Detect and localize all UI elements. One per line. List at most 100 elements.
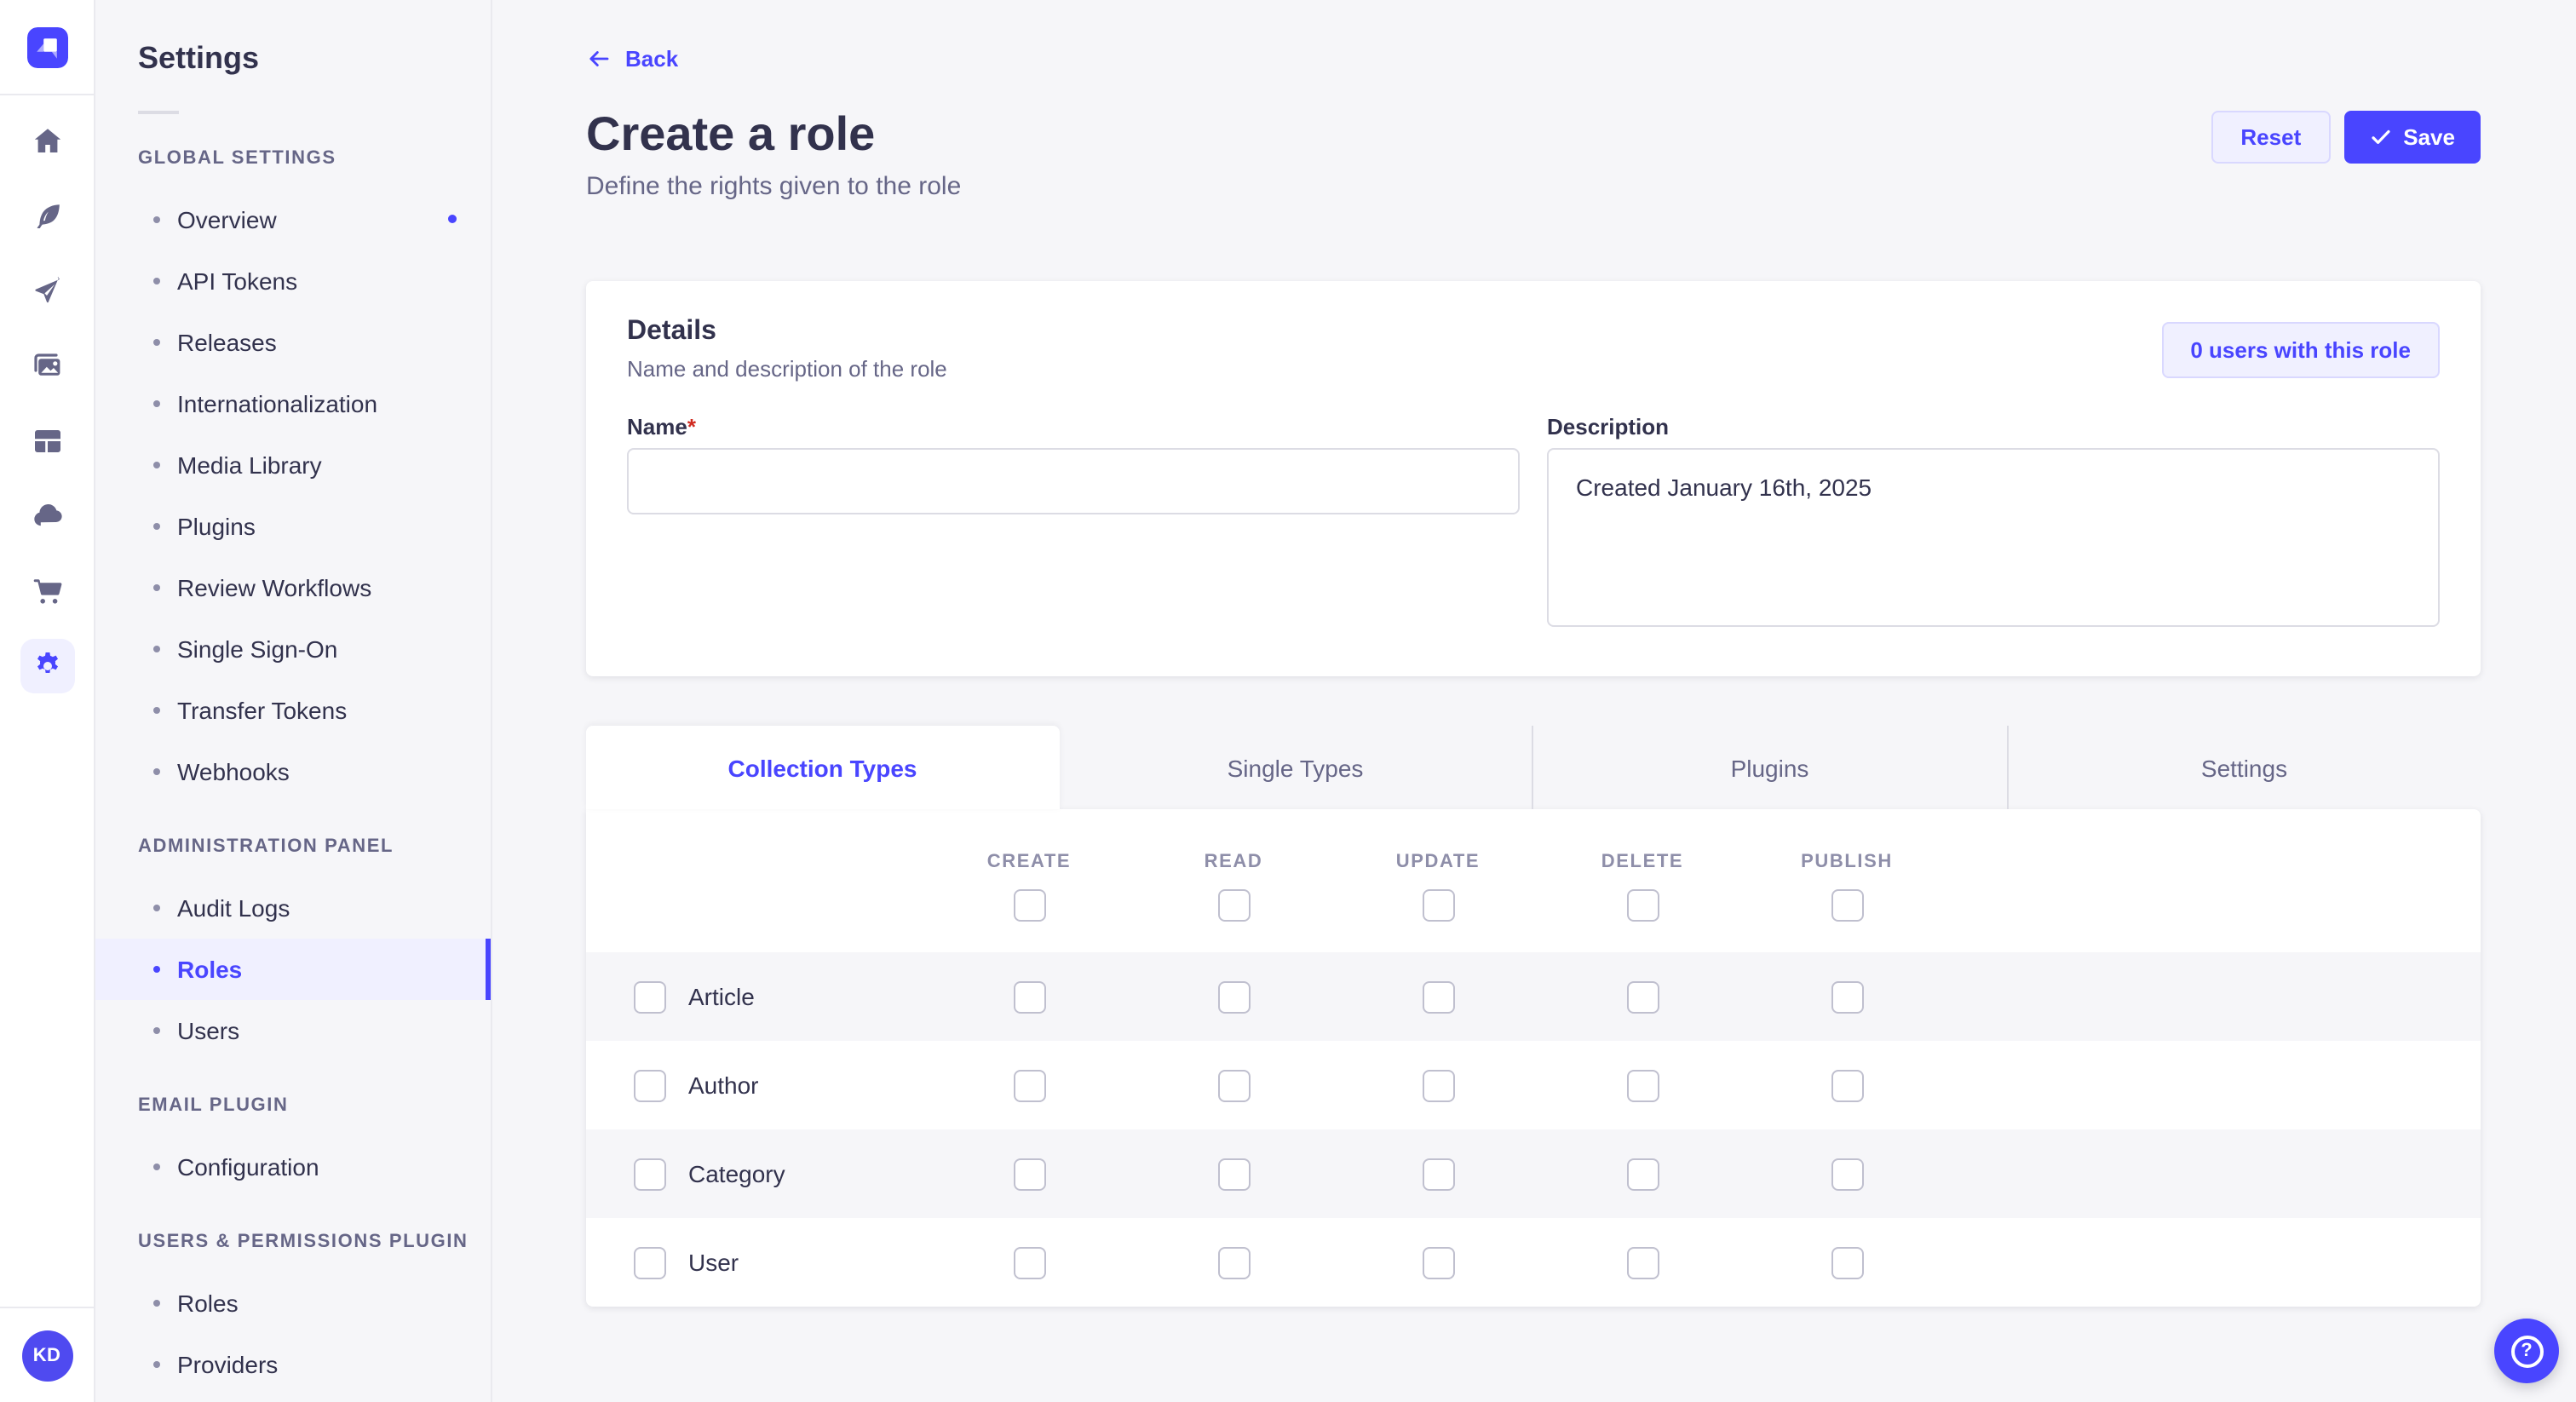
description-label: Description	[1547, 414, 1670, 440]
name-input[interactable]	[627, 448, 1520, 514]
sidebar-item-plugins[interactable]: Plugins	[95, 496, 491, 557]
section-label: USERS & PERMISSIONS PLUGIN	[138, 1232, 469, 1252]
sidebar-item-single-sign-on[interactable]: Single Sign-On	[95, 618, 491, 680]
sidebar-item-api-tokens[interactable]: API Tokens	[95, 250, 491, 312]
tab-single-types[interactable]: Single Types	[1227, 754, 1364, 781]
sidebar-item-media-library[interactable]: Media Library	[95, 434, 491, 496]
user-delete-checkbox[interactable]	[1626, 1246, 1659, 1278]
bullet-icon	[153, 1164, 160, 1170]
article-update-checkbox[interactable]	[1422, 980, 1454, 1013]
cart-icon[interactable]	[20, 564, 74, 618]
author-publish-checkbox[interactable]	[1831, 1069, 1863, 1101]
name-field-group: Name*	[627, 414, 1520, 635]
category-create-checkbox[interactable]	[1013, 1158, 1045, 1190]
feather-icon[interactable]	[20, 189, 74, 244]
row-label: User	[688, 1249, 739, 1276]
select-all-create-checkbox[interactable]	[1013, 889, 1045, 922]
header-actions: Reset Save	[2211, 111, 2481, 164]
user-read-checkbox[interactable]	[1217, 1246, 1250, 1278]
row-select-checkbox[interactable]	[634, 1069, 666, 1101]
bullet-icon	[153, 1027, 160, 1034]
cloud-icon[interactable]	[20, 489, 74, 543]
table-row-category: Category	[586, 1129, 2481, 1218]
section-users-permissions-plugin: USERS & PERMISSIONS PLUGIN Roles Provide…	[95, 1228, 491, 1395]
section-email-plugin: EMAIL PLUGIN Configuration	[95, 1092, 491, 1198]
sidebar-title-divider	[138, 111, 179, 114]
sidebar-item-audit-logs[interactable]: Audit Logs	[95, 877, 491, 939]
row-select-checkbox[interactable]	[634, 1246, 666, 1278]
author-create-checkbox[interactable]	[1013, 1069, 1045, 1101]
sidebar-item-configuration[interactable]: Configuration	[95, 1136, 491, 1198]
paper-plane-icon[interactable]	[20, 264, 74, 319]
author-update-checkbox[interactable]	[1422, 1069, 1454, 1101]
help-button[interactable]: ?	[2494, 1319, 2559, 1383]
bullet-icon	[153, 905, 160, 911]
category-publish-checkbox[interactable]	[1831, 1158, 1863, 1190]
notification-dot	[448, 215, 457, 223]
layout-icon[interactable]	[20, 414, 74, 468]
media-icon[interactable]	[20, 339, 74, 394]
section-label: GLOBAL SETTINGS	[138, 148, 336, 169]
category-delete-checkbox[interactable]	[1626, 1158, 1659, 1190]
article-create-checkbox[interactable]	[1013, 980, 1045, 1013]
author-read-checkbox[interactable]	[1217, 1069, 1250, 1101]
description-textarea[interactable]: Created January 16th, 2025	[1547, 448, 2440, 627]
details-fields: Name* Description Created January 16th, …	[627, 414, 2440, 635]
details-subtitle: Name and description of the role	[627, 356, 947, 382]
sidebar-item-releases[interactable]: Releases	[95, 312, 491, 373]
row-label: Article	[688, 983, 755, 1010]
select-all-read-checkbox[interactable]	[1217, 889, 1250, 922]
sidebar-item-overview[interactable]: Overview	[95, 189, 491, 250]
bullet-icon	[153, 523, 160, 530]
tab-plugins[interactable]: Plugins	[1532, 726, 2006, 809]
user-update-checkbox[interactable]	[1422, 1246, 1454, 1278]
category-read-checkbox[interactable]	[1217, 1158, 1250, 1190]
sidebar-item-providers[interactable]: Providers	[95, 1334, 491, 1395]
table-row-article: Article	[586, 952, 2481, 1041]
select-all-publish-checkbox[interactable]	[1831, 889, 1863, 922]
bullet-icon	[153, 707, 160, 714]
article-delete-checkbox[interactable]	[1626, 980, 1659, 1013]
rail-icon-list	[20, 114, 74, 714]
user-create-checkbox[interactable]	[1013, 1246, 1045, 1278]
section-administration-panel: ADMINISTRATION PANEL Audit Logs Roles Us…	[95, 833, 491, 1061]
bullet-icon	[153, 339, 160, 346]
main-content: Back Create a role Define the rights giv…	[492, 0, 2576, 1402]
sidebar-item-up-roles[interactable]: Roles	[95, 1273, 491, 1334]
select-all-delete-checkbox[interactable]	[1626, 889, 1659, 922]
row-label: Author	[688, 1072, 759, 1099]
sidebar-item-users[interactable]: Users	[95, 1000, 491, 1061]
user-publish-checkbox[interactable]	[1831, 1246, 1863, 1278]
row-select-checkbox[interactable]	[634, 980, 666, 1013]
bullet-icon	[153, 278, 160, 284]
sidebar-item-internationalization[interactable]: Internationalization	[95, 373, 491, 434]
tab-settings[interactable]: Settings	[2006, 726, 2481, 809]
select-all-update-checkbox[interactable]	[1422, 889, 1454, 922]
article-publish-checkbox[interactable]	[1831, 980, 1863, 1013]
strapi-logo-icon[interactable]	[26, 26, 67, 67]
reset-button[interactable]: Reset	[2211, 111, 2331, 164]
section-global-settings: GLOBAL SETTINGS Overview API Tokens Rele…	[95, 145, 491, 802]
user-avatar[interactable]: KD	[21, 1330, 72, 1381]
row-select-checkbox[interactable]	[634, 1158, 666, 1190]
sidebar-item-transfer-tokens[interactable]: Transfer Tokens	[95, 680, 491, 741]
author-delete-checkbox[interactable]	[1626, 1069, 1659, 1101]
table-row-user: User	[586, 1218, 2481, 1307]
gear-icon[interactable]	[20, 639, 74, 693]
category-update-checkbox[interactable]	[1422, 1158, 1454, 1190]
back-arrow-icon	[589, 51, 609, 66]
name-label: Name*	[627, 414, 696, 440]
home-icon[interactable]	[20, 114, 74, 169]
sidebar-item-roles[interactable]: Roles	[95, 939, 491, 1000]
tab-collection-types[interactable]: Collection Types	[586, 726, 1059, 809]
page-header: Create a role Define the rights given to…	[586, 102, 2481, 203]
row-label: Category	[688, 1160, 785, 1187]
permissions-table: Create Read Update Delete Publish	[586, 809, 2481, 1307]
details-header: Details Name and description of the role…	[627, 315, 2440, 383]
users-with-role-button[interactable]: 0 users with this role	[2161, 322, 2440, 378]
back-link[interactable]: Back	[586, 46, 678, 72]
sidebar-item-review-workflows[interactable]: Review Workflows	[95, 557, 491, 618]
save-button[interactable]: Save	[2343, 111, 2481, 164]
article-read-checkbox[interactable]	[1217, 980, 1250, 1013]
sidebar-item-webhooks[interactable]: Webhooks	[95, 741, 491, 802]
